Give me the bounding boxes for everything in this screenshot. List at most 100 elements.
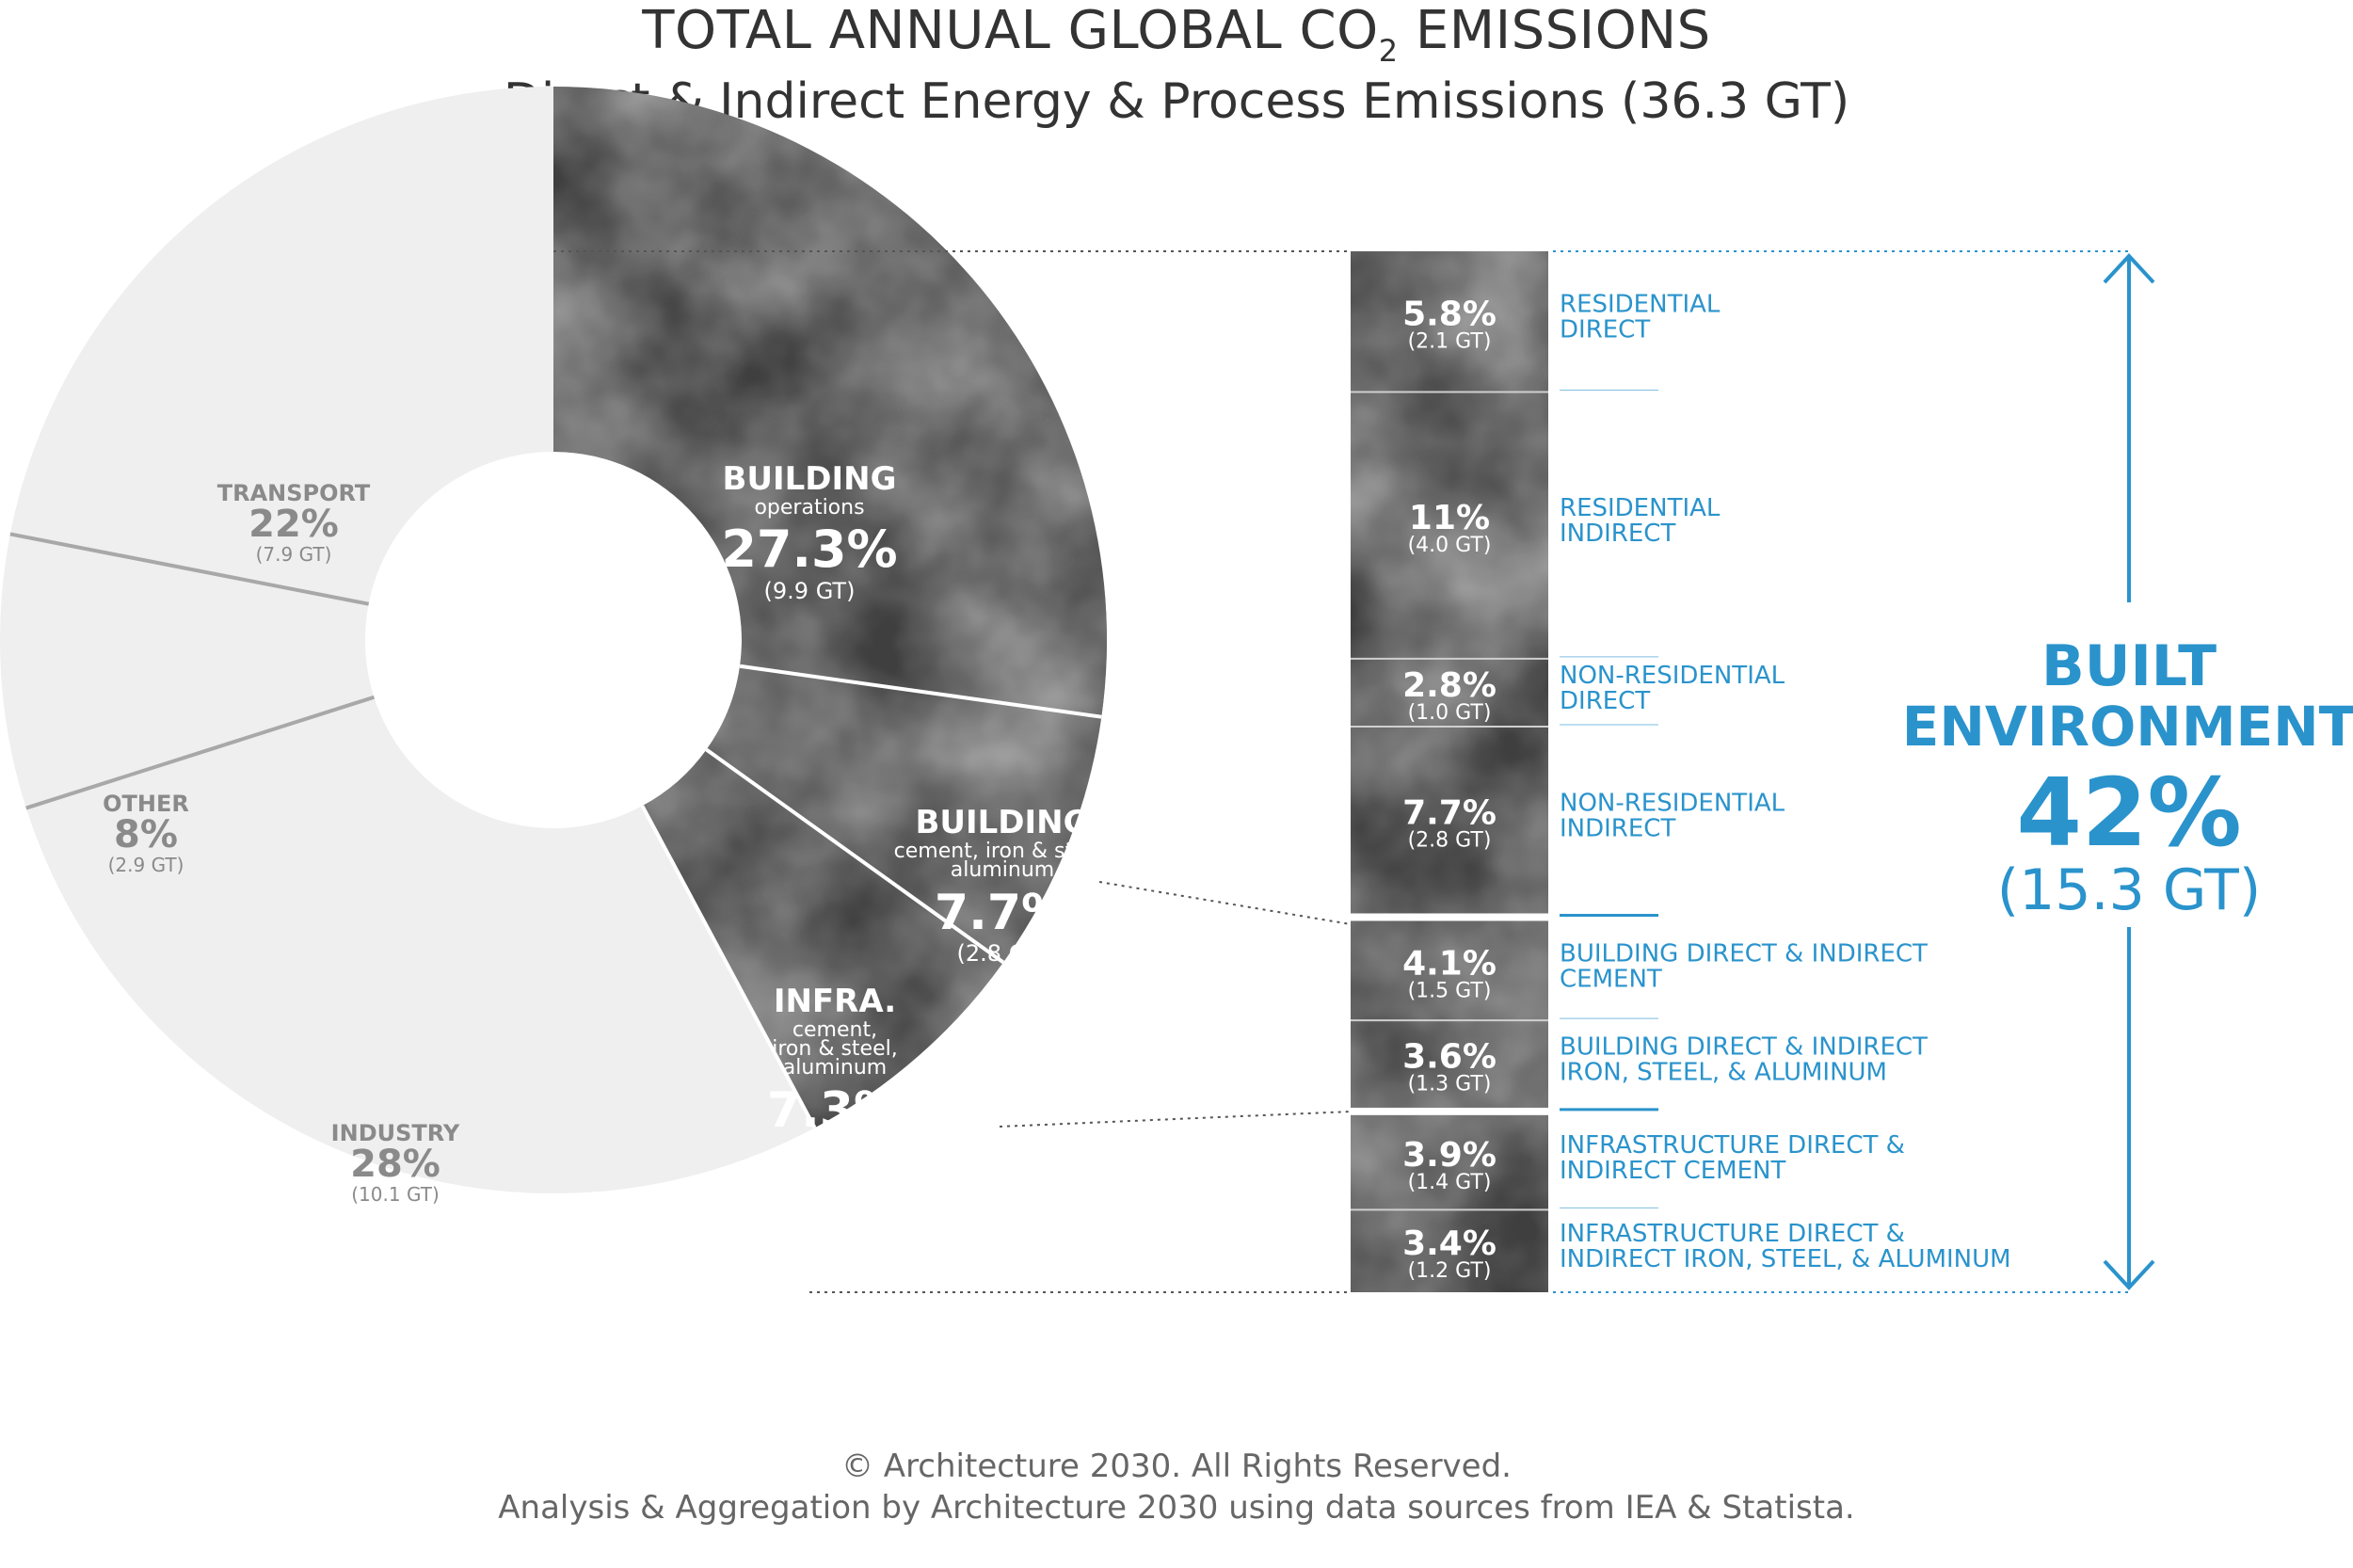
connector-lines <box>553 250 2132 1293</box>
slice-name: BUILDING <box>722 460 896 498</box>
slice-name: INFRA. <box>774 983 896 1020</box>
segment-gt: (1.2 GT) <box>1408 1259 1492 1283</box>
segment-percent: 3.6% <box>1402 1038 1497 1077</box>
slice-percent: 7.7% <box>935 885 1070 941</box>
slice-separator <box>25 695 376 810</box>
segment-percent: 4.1% <box>1402 944 1497 983</box>
slice-separator <box>9 532 370 606</box>
slice-gt: (10.1 GT) <box>351 1183 440 1206</box>
segment-label-line1: INFRASTRUCTURE DIRECT & <box>1560 1131 1905 1160</box>
segment-gt: (2.1 GT) <box>1408 330 1492 354</box>
segment-label-line2: CEMENT <box>1560 965 1662 993</box>
breakdown-segment-7: 3.9%(1.4 GT) INFRASTRUCTURE DIRECT &INDIR… <box>1351 1114 1905 1210</box>
slice-percent: 27.3% <box>721 520 897 579</box>
segment-gt: (1.4 GT) <box>1408 1171 1492 1194</box>
chart-title-line1: TOTAL ANNUAL GLOBAL CO2 EMISSIONS <box>0 0 2353 69</box>
segment-label-line2: INDIRECT <box>1560 520 1675 548</box>
slice-texture <box>706 665 1102 963</box>
segment-gt: (4.0 GT) <box>1408 534 1492 557</box>
slice-shape <box>0 534 375 808</box>
slice-separator <box>640 805 817 1129</box>
slice-shape <box>9 87 554 604</box>
segment-label-line2: DIRECT <box>1560 687 1650 715</box>
donut-slice-3 <box>642 749 1003 1128</box>
slice-name: TRANSPORT <box>217 480 371 506</box>
donut-slice-6 <box>9 87 554 604</box>
donut-slice-5 <box>0 534 375 808</box>
segment-label: INFRASTRUCTURE DIRECT &INDIRECT IRON, ST… <box>1560 1220 2011 1273</box>
total-percent: 42% <box>2016 758 2241 868</box>
title-prefix: TOTAL ANNUAL GLOBAL CO <box>642 0 1379 61</box>
breakdown-segment-8: 3.4%(1.2 GT) INFRASTRUCTURE DIRECT &INDIR… <box>1351 1208 2011 1292</box>
slice-shape <box>25 696 815 1193</box>
slice-name: BUILDING <box>915 804 1089 841</box>
slice-subtitle: aluminum <box>783 1056 887 1080</box>
slice-gt: (9.9 GT) <box>764 578 856 604</box>
segment-label-line1: RESIDENTIAL <box>1560 291 1721 319</box>
copyright-text: © Architecture 2030. All Rights Reserved… <box>841 1448 1512 1485</box>
segment-label: INFRASTRUCTURE DIRECT &INDIRECT CEMENT <box>1560 1131 1905 1185</box>
segment-gt: (2.8 GT) <box>1408 828 1492 852</box>
segment-label-line1: INFRASTRUCTURE DIRECT & <box>1560 1220 1905 1248</box>
slice-gt: (2.9 GT) <box>108 854 184 876</box>
slice-name: OTHER <box>103 791 189 817</box>
segment-label-line2: INDIRECT CEMENT <box>1560 1157 1785 1185</box>
segment-label-line2: DIRECT <box>1560 316 1650 344</box>
connector-infra <box>999 1111 1352 1128</box>
segment-percent: 7.7% <box>1402 793 1497 832</box>
slice-gt: (2.8 GT) <box>957 940 1048 967</box>
segment-texture <box>1351 392 1548 659</box>
segment-texture <box>1351 1114 1548 1210</box>
arrow-head-down-icon <box>2103 1259 2155 1290</box>
segment-label-line1: NON-RESIDENTIAL <box>1560 789 1785 817</box>
donut-slice-2 <box>706 665 1102 963</box>
segment-percent: 5.8% <box>1402 296 1497 334</box>
total-label-line1: BUILT <box>2041 633 2217 699</box>
slice-separator <box>739 664 1102 719</box>
segment-texture <box>1351 1209 1548 1292</box>
connector-building-materials <box>1098 881 1352 925</box>
slice-separator <box>705 747 1005 965</box>
breakdown-segment-6: 3.6%(1.3 GT) BUILDING DIRECT & INDIRECTIR… <box>1351 1019 1928 1108</box>
title-suffix: EMISSIONS <box>1398 0 1711 61</box>
slice-subtitle: cement, iron & steel, <box>894 840 1112 863</box>
segment-label-line1: BUILDING DIRECT & INDIRECT <box>1560 939 1928 968</box>
breakdown-segment-5: 4.1%(1.5 GT) BUILDING DIRECT & INDIRECTCE… <box>1351 920 1928 1021</box>
slice-percent: 8% <box>114 813 178 856</box>
total-gt: (15.3 GT) <box>1997 857 2262 923</box>
slice-subtitle: operations <box>754 496 864 520</box>
segment-gt: (1.3 GT) <box>1408 1073 1492 1096</box>
segment-gt: (1.0 GT) <box>1408 701 1492 725</box>
donut-slice-4 <box>25 696 815 1193</box>
source-note: Analysis & Aggregation by Architecture 2… <box>498 1489 1855 1527</box>
segment-label-line1: BUILDING DIRECT & INDIRECT <box>1560 1033 1928 1062</box>
total-label-line2: ENVIRONMENT <box>1902 695 2353 759</box>
segment-texture <box>1351 1020 1548 1108</box>
segment-texture <box>1351 920 1548 1021</box>
segment-label-line1: NON-RESIDENTIAL <box>1560 662 1785 690</box>
segment-label-line2: INDIRECT IRON, STEEL, & ALUMINUM <box>1560 1245 2011 1273</box>
slice-texture <box>553 87 1107 717</box>
slice-percent: 22% <box>248 503 339 546</box>
arrow-head-up-icon <box>2103 253 2155 284</box>
segment-texture <box>1351 658 1548 728</box>
segment-label-line1: RESIDENTIAL <box>1560 494 1721 522</box>
slice-percent: 7.3% <box>767 1082 903 1139</box>
segment-texture <box>1351 251 1548 392</box>
